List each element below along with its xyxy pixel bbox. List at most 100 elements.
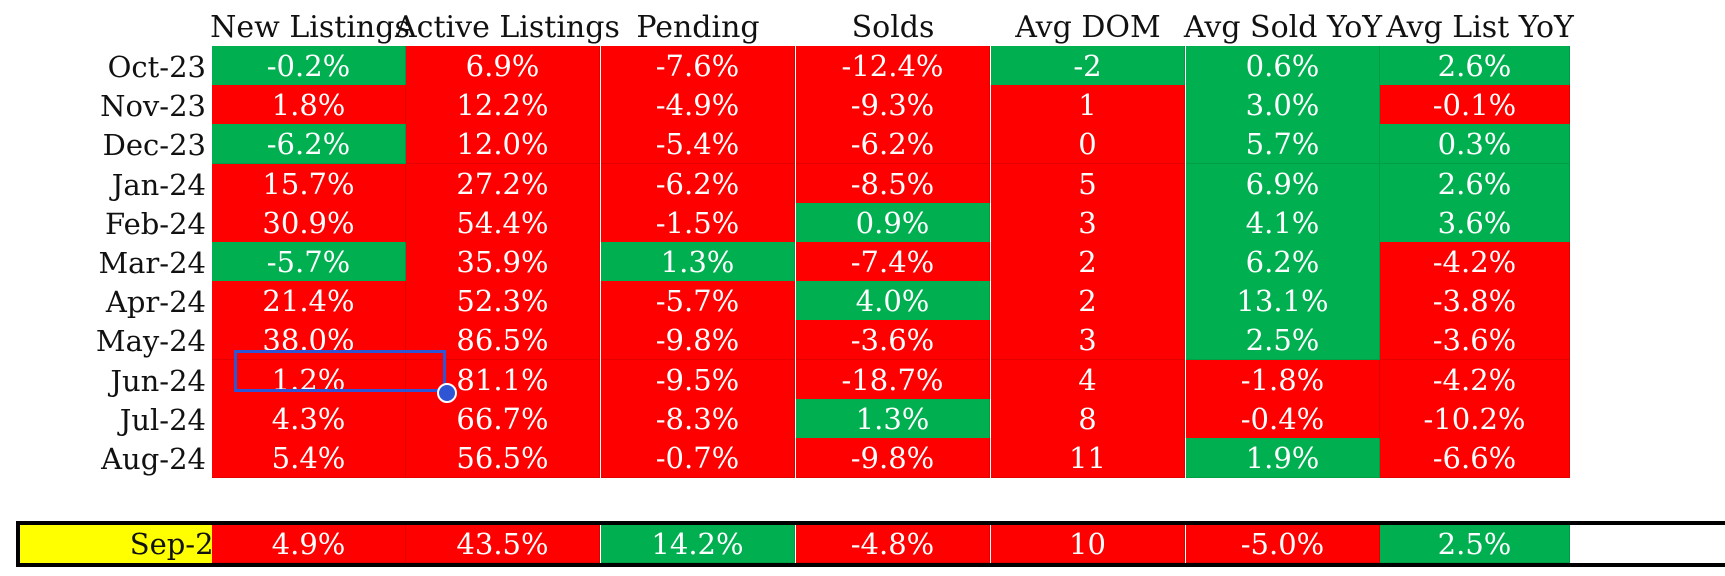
column-header-solds[interactable]: Solds xyxy=(851,10,935,45)
table-cell[interactable]: 1 xyxy=(991,85,1185,125)
table-cell[interactable]: 11 xyxy=(991,438,1185,478)
table-cell[interactable]: 1.9% xyxy=(1186,438,1380,478)
table-cell[interactable]: 2 xyxy=(991,242,1185,282)
table-cell[interactable]: -6.2% xyxy=(796,124,990,164)
table-cell[interactable]: -9.8% xyxy=(601,320,795,360)
table-cell[interactable]: 3 xyxy=(991,203,1185,243)
table-cell[interactable]: -6.2% xyxy=(212,124,406,164)
table-cell[interactable]: -12.4% xyxy=(796,46,990,86)
table-cell[interactable]: -0.4% xyxy=(1186,399,1380,439)
table-cell[interactable]: 86.5% xyxy=(406,320,600,360)
table-cell[interactable]: 6.9% xyxy=(406,46,600,86)
table-cell[interactable]: -5.0% xyxy=(1186,525,1380,563)
table-cell[interactable]: 43.5% xyxy=(406,525,600,563)
table-cell[interactable]: -4.9% xyxy=(601,85,795,125)
column-header-active-listings[interactable]: Active Listings xyxy=(395,10,620,45)
table-cell[interactable]: 2.6% xyxy=(1380,164,1570,204)
table-cell[interactable]: -8.3% xyxy=(601,399,795,439)
row-label[interactable]: Sep-24 xyxy=(20,525,232,563)
table-cell[interactable]: 0.3% xyxy=(1380,124,1570,164)
table-cell[interactable]: -0.7% xyxy=(601,438,795,478)
row-label[interactable]: Jan-24 xyxy=(111,168,206,202)
table-cell[interactable]: 4 xyxy=(991,360,1185,400)
table-cell[interactable]: 21.4% xyxy=(212,281,406,321)
row-label[interactable]: Apr-24 xyxy=(105,285,206,319)
column-header-avg-list-yoy[interactable]: Avg List YoY xyxy=(1386,10,1574,45)
table-cell[interactable]: -9.5% xyxy=(601,360,795,400)
table-cell[interactable]: -7.4% xyxy=(796,242,990,282)
table-cell[interactable]: 0 xyxy=(991,124,1185,164)
table-cell[interactable]: 3.0% xyxy=(1186,85,1380,125)
table-cell[interactable]: -4.8% xyxy=(796,525,990,563)
table-cell[interactable]: 2.5% xyxy=(1380,525,1570,563)
table-cell[interactable]: 4.9% xyxy=(212,525,406,563)
table-cell[interactable]: -6.6% xyxy=(1380,438,1570,478)
table-cell[interactable]: -4.2% xyxy=(1380,360,1570,400)
table-cell[interactable]: 30.9% xyxy=(212,203,406,243)
table-cell[interactable]: -9.8% xyxy=(796,438,990,478)
table-cell[interactable]: -1.5% xyxy=(601,203,795,243)
table-cell[interactable]: 12.2% xyxy=(406,85,600,125)
column-header-avg-dom[interactable]: Avg DOM xyxy=(1015,10,1161,45)
table-cell[interactable]: 4.0% xyxy=(796,281,990,321)
table-cell[interactable]: 15.7% xyxy=(212,164,406,204)
table-cell[interactable]: -2 xyxy=(991,46,1185,86)
table-cell[interactable]: 1.3% xyxy=(601,242,795,282)
column-header-pending[interactable]: Pending xyxy=(636,10,760,45)
row-label[interactable]: May-24 xyxy=(95,324,206,358)
table-cell[interactable]: -10.2% xyxy=(1380,399,1570,439)
row-label[interactable]: Feb-24 xyxy=(105,207,206,241)
table-cell[interactable]: 2 xyxy=(991,281,1185,321)
table-cell[interactable]: 52.3% xyxy=(406,281,600,321)
table-cell[interactable]: -8.5% xyxy=(796,164,990,204)
table-cell[interactable]: -5.7% xyxy=(601,281,795,321)
table-cell[interactable]: -1.8% xyxy=(1186,360,1380,400)
table-cell[interactable]: 2.5% xyxy=(1186,320,1380,360)
table-cell[interactable]: 66.7% xyxy=(406,399,600,439)
table-cell[interactable]: 56.5% xyxy=(406,438,600,478)
row-label[interactable]: Jul-24 xyxy=(119,403,206,437)
table-cell[interactable]: 5 xyxy=(991,164,1185,204)
table-cell[interactable]: 35.9% xyxy=(406,242,600,282)
table-cell[interactable]: 13.1% xyxy=(1186,281,1380,321)
table-cell[interactable]: 1.3% xyxy=(796,399,990,439)
table-cell[interactable]: -5.7% xyxy=(212,242,406,282)
fill-handle[interactable] xyxy=(437,383,457,403)
table-cell[interactable]: 3.6% xyxy=(1380,203,1570,243)
table-cell[interactable]: 2.6% xyxy=(1380,46,1570,86)
table-cell[interactable]: -18.7% xyxy=(796,360,990,400)
table-cell[interactable]: -4.2% xyxy=(1380,242,1570,282)
row-label[interactable]: Mar-24 xyxy=(98,246,206,280)
table-cell[interactable]: 12.0% xyxy=(406,124,600,164)
row-label[interactable]: Nov-23 xyxy=(100,89,206,123)
table-cell[interactable]: 6.2% xyxy=(1186,242,1380,282)
column-header-new-listings[interactable]: New Listings xyxy=(210,10,410,45)
table-cell[interactable]: -3.6% xyxy=(1380,320,1570,360)
table-cell[interactable]: -7.6% xyxy=(601,46,795,86)
table-cell[interactable]: 14.2% xyxy=(601,525,795,563)
table-cell[interactable]: -6.2% xyxy=(601,164,795,204)
table-cell[interactable]: 1.8% xyxy=(212,85,406,125)
table-cell[interactable]: 8 xyxy=(991,399,1185,439)
table-cell[interactable]: -0.1% xyxy=(1380,85,1570,125)
table-cell[interactable]: 0.6% xyxy=(1186,46,1380,86)
table-cell[interactable]: 5.7% xyxy=(1186,124,1380,164)
row-label[interactable]: Dec-23 xyxy=(102,128,206,162)
row-label[interactable]: Jun-24 xyxy=(110,364,206,398)
table-cell[interactable]: 3 xyxy=(991,320,1185,360)
table-cell[interactable]: -0.2% xyxy=(212,46,406,86)
table-cell[interactable]: -9.3% xyxy=(796,85,990,125)
table-cell[interactable]: 1.2% xyxy=(212,360,406,400)
table-cell[interactable]: -5.4% xyxy=(601,124,795,164)
row-label[interactable]: Aug-24 xyxy=(101,442,206,476)
table-cell[interactable]: 4.3% xyxy=(212,399,406,439)
table-cell[interactable]: -3.8% xyxy=(1380,281,1570,321)
table-cell[interactable]: 10 xyxy=(991,525,1185,563)
table-cell[interactable]: 0.9% xyxy=(796,203,990,243)
table-cell[interactable]: 4.1% xyxy=(1186,203,1380,243)
table-cell[interactable]: -3.6% xyxy=(796,320,990,360)
table-cell[interactable]: 54.4% xyxy=(406,203,600,243)
table-cell[interactable]: 27.2% xyxy=(406,164,600,204)
table-cell[interactable]: 81.1% xyxy=(406,360,600,400)
row-label[interactable]: Oct-23 xyxy=(107,50,206,84)
